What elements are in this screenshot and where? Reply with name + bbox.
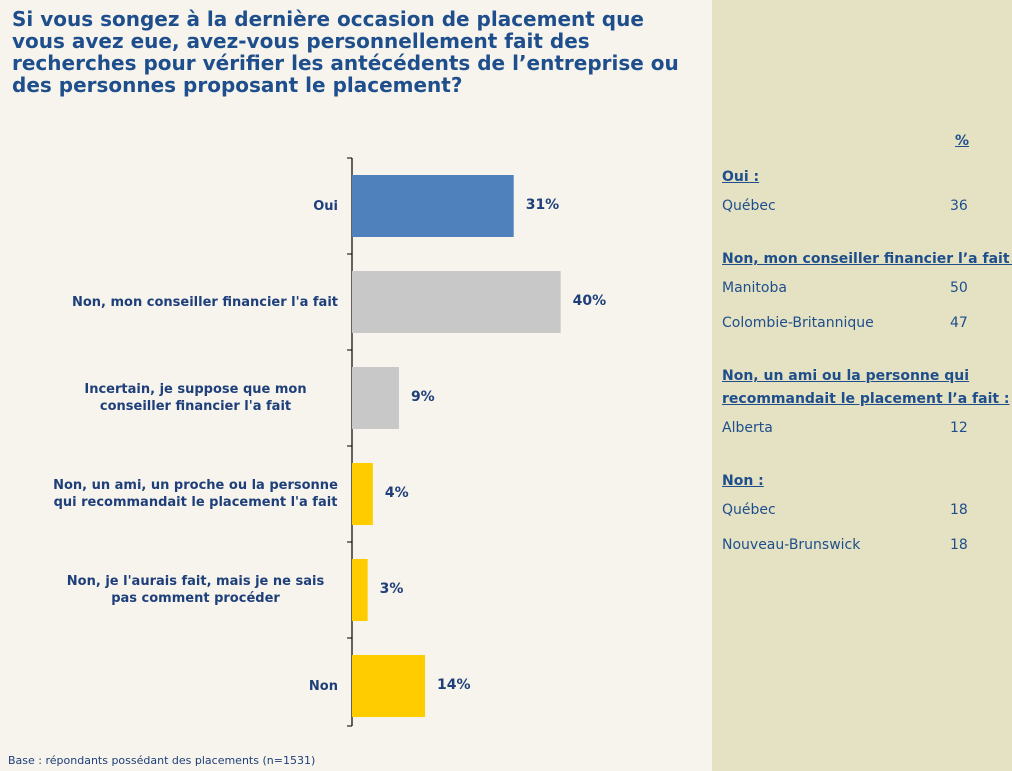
row: Alberta 12	[722, 411, 1012, 446]
category-text: Oui	[313, 198, 338, 214]
region: Nouveau-Brunswick	[722, 537, 861, 553]
group-heading: Oui :	[722, 169, 760, 185]
groups: Oui : Québec 36 Non, mon conseiller financi…	[722, 166, 1012, 587]
category-label: Incertain, je suppose que mon conseiller…	[30, 358, 338, 438]
value-label: 4%	[384, 485, 409, 501]
side-panel: % Oui : Québec 36 Non, mon conseiller finan…	[712, 0, 1012, 771]
bar	[352, 367, 399, 429]
bar	[352, 463, 373, 525]
category-label: Non, je l'aurais fait, mais je ne sais p…	[30, 550, 338, 630]
chart-title: Si vous songez à la dernière occasion de…	[12, 7, 679, 97]
column-header: %	[955, 133, 970, 149]
category-label: Non, mon conseiller financier l'a fait	[30, 262, 338, 342]
value: 18	[950, 502, 968, 518]
category-text: Non, un ami, un proche ou la personne qu…	[53, 478, 338, 510]
row: Nouveau-Brunswick 18	[722, 528, 1012, 563]
bar	[352, 559, 368, 621]
group-heading: Non :	[722, 473, 764, 489]
category-label: Non	[30, 646, 338, 726]
value-label: 31%	[525, 197, 560, 213]
category-text: Non, mon conseiller financier l'a fait	[71, 294, 338, 310]
category-text: Incertain, je suppose que mon conseiller…	[84, 382, 307, 414]
row: Québec 36	[722, 189, 1012, 224]
value-label: 3%	[379, 581, 404, 597]
region: Québec	[722, 198, 776, 214]
category-label: Oui	[30, 166, 338, 246]
value: 47	[950, 315, 968, 331]
category-text: Non, je l'aurais fait, mais je ne sais p…	[66, 574, 325, 606]
bar	[352, 655, 426, 717]
value: 18	[950, 537, 968, 553]
value-label: 40%	[572, 293, 607, 309]
category-label: Non, un ami, un proche ou la personne qu…	[30, 454, 338, 534]
row: Québec 18	[722, 493, 1012, 528]
value: 36	[950, 198, 968, 214]
region: Colombie-Britannique	[722, 315, 874, 331]
row: Manitoba 50	[722, 271, 1012, 306]
value: 50	[950, 280, 968, 296]
chart	[347, 157, 561, 727]
region: Manitoba	[722, 280, 787, 296]
group: Non, mon conseiller financier l’a fait :…	[722, 248, 1012, 341]
group-heading: Non, un ami ou la personne qui recommand…	[722, 368, 1010, 407]
bar	[352, 271, 561, 333]
footnote: Base : répondants possédant des placemen…	[8, 754, 316, 767]
region: Québec	[722, 502, 776, 518]
row: Colombie-Britannique 47	[722, 306, 1012, 341]
region: Alberta	[722, 420, 773, 436]
value-label: 14%	[437, 677, 471, 693]
value-label: 9%	[410, 389, 435, 405]
value: 12	[950, 420, 968, 436]
bar	[352, 175, 514, 237]
group: Non : Québec 18 Nouveau-Brunswick 18	[722, 470, 1012, 563]
group-heading: Non, mon conseiller financier l’a fait :	[722, 251, 1012, 267]
group: Non, un ami ou la personne qui recommand…	[722, 365, 1012, 446]
group: Oui : Québec 36	[722, 166, 1012, 224]
category-text: Non	[308, 678, 338, 694]
